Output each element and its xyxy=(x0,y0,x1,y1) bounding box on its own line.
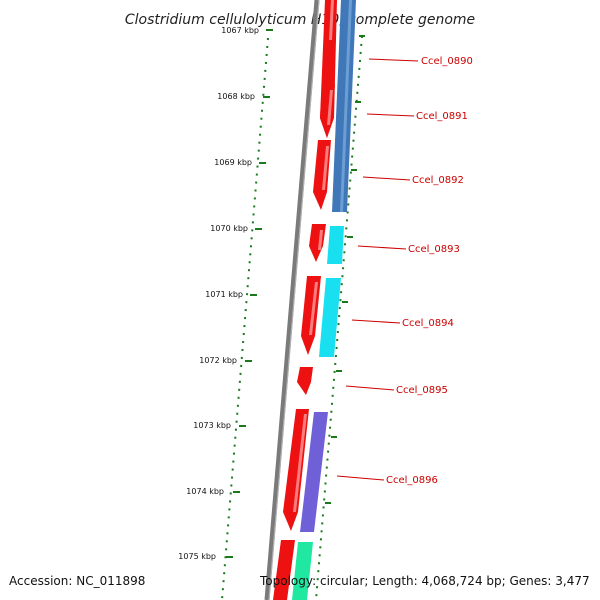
feature-bar xyxy=(292,542,313,600)
ruler-tick: 1073 kbp xyxy=(193,421,246,430)
gene-label-text: Ccel_0894 xyxy=(402,318,454,329)
cds-track xyxy=(273,0,337,600)
gene-label: Ccel_0895 xyxy=(345,385,448,396)
ruler-tick: 1068 kbp xyxy=(217,92,270,101)
ruler-ticks: 1067 kbp 1068 kbp 1069 kbp 1070 kbp 1071… xyxy=(178,26,273,561)
feature-bar xyxy=(332,0,356,212)
gene-label-text: Ccel_0892 xyxy=(412,175,464,186)
feature-bar xyxy=(327,226,344,264)
gene-label: Ccel_0894 xyxy=(351,318,454,329)
ruler-tick: 1067 kbp xyxy=(221,26,273,35)
feature-bar xyxy=(319,278,341,357)
ruler-tick: 1071 kbp xyxy=(205,290,257,299)
gene-label: Ccel_0891 xyxy=(366,111,468,122)
tick-label: 1075 kbp xyxy=(178,552,216,561)
ruler-tick: 1072 kbp xyxy=(199,356,252,365)
genome-backbone xyxy=(264,0,320,600)
ruler-tick: 1074 kbp xyxy=(186,487,240,496)
gene-label-text: Ccel_0891 xyxy=(416,111,468,122)
gene-label-text: Ccel_0896 xyxy=(386,475,438,486)
tick-label: 1074 kbp xyxy=(186,487,224,496)
ruler-tick: 1070 kbp xyxy=(210,224,262,233)
map-title: Clostridium cellulolyticum H10, complete… xyxy=(125,12,475,28)
tick-label: 1073 kbp xyxy=(193,421,231,430)
tick-label: 1071 kbp xyxy=(205,290,243,299)
ruler-tick: 1069 kbp xyxy=(214,158,266,167)
feature-track xyxy=(292,0,356,600)
cds-arrow xyxy=(309,224,326,262)
gene-label: Ccel_0890 xyxy=(368,56,473,67)
cds-arrow xyxy=(301,276,321,355)
feature-bar xyxy=(300,412,328,532)
tick-label: 1070 kbp xyxy=(210,224,248,233)
gene-label: Ccel_0892 xyxy=(362,175,464,186)
tick-label: 1067 kbp xyxy=(221,26,259,35)
accession-label: Accession: NC_011898 xyxy=(9,574,146,588)
cds-arrow xyxy=(297,367,313,395)
cds-arrow xyxy=(273,540,295,600)
gene-labels: Ccel_0890 Ccel_0891 Ccel_0892 Ccel_0893 … xyxy=(336,56,473,486)
ruler-ticks-right xyxy=(325,35,365,504)
gene-label-text: Ccel_0893 xyxy=(408,244,460,255)
gene-label: Ccel_0896 xyxy=(336,475,438,486)
tick-label: 1068 kbp xyxy=(217,92,255,101)
gene-label-text: Ccel_0895 xyxy=(396,385,448,396)
ruler-dots-left xyxy=(221,37,269,600)
tick-label: 1072 kbp xyxy=(199,356,237,365)
tick-label: 1069 kbp xyxy=(214,158,252,167)
gene-label: Ccel_0893 xyxy=(357,244,460,255)
genome-summary: Topology: circular; Length: 4,068,724 bp… xyxy=(260,574,590,588)
gene-label-text: Ccel_0890 xyxy=(421,56,473,67)
ruler-tick: 1075 kbp xyxy=(178,552,233,561)
